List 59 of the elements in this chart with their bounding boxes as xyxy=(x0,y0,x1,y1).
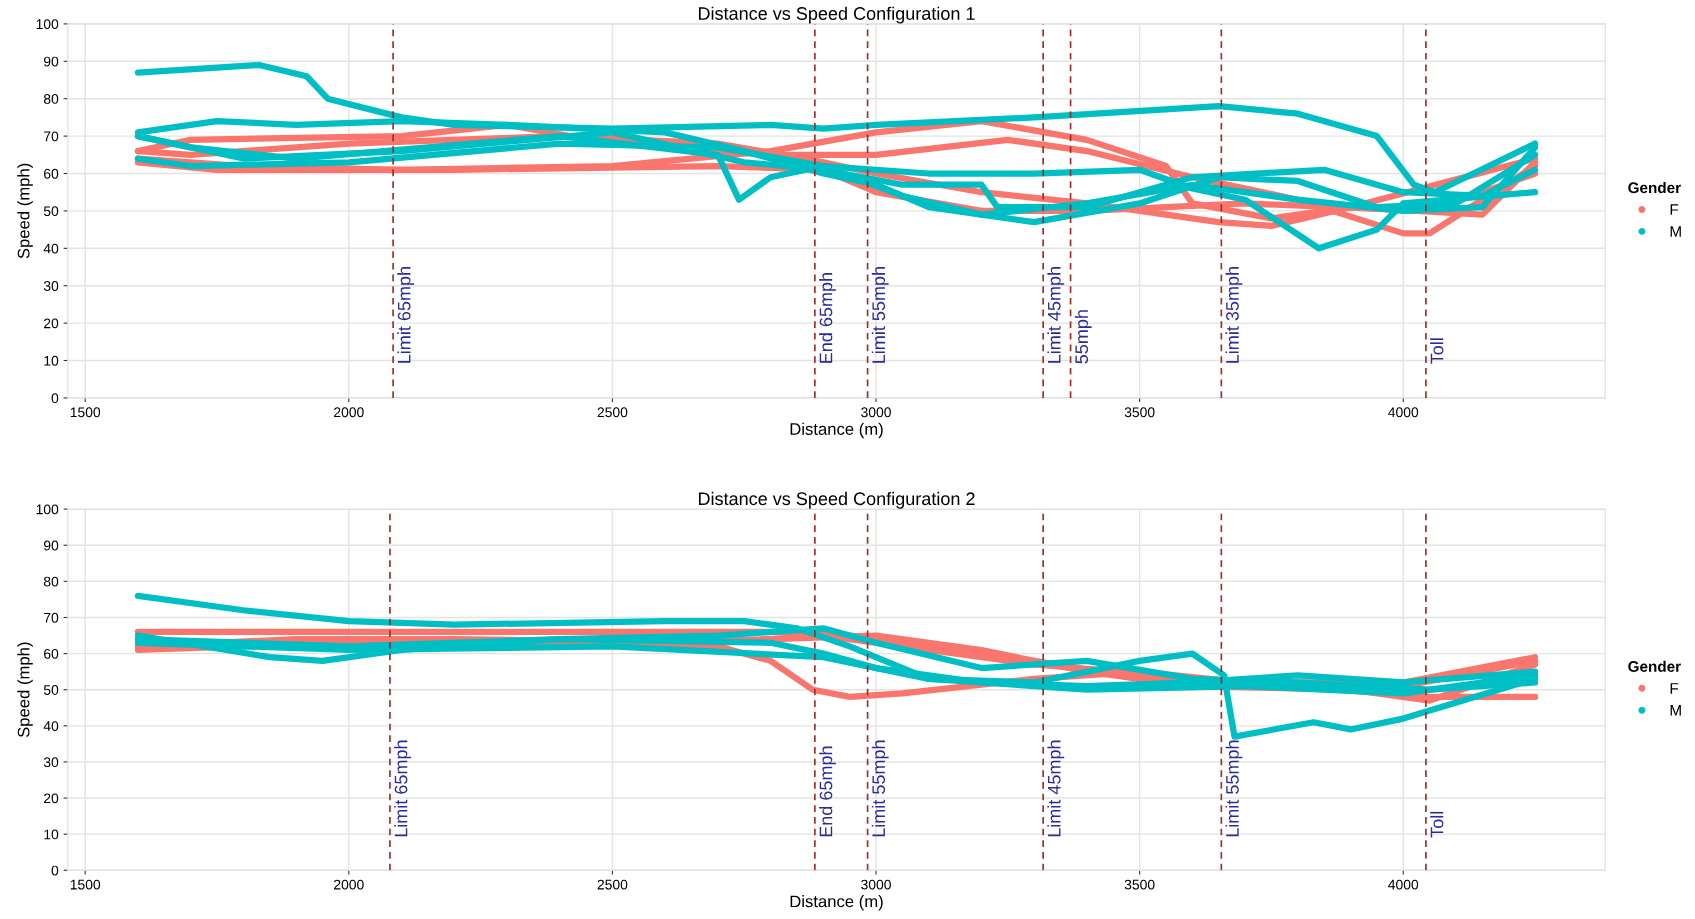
x-tick-label: 4000 xyxy=(1388,879,1419,890)
y-tick-label: 100 xyxy=(36,19,59,30)
y-tick-label: 50 xyxy=(43,206,59,217)
x-tick-label: 2500 xyxy=(597,407,628,418)
y-tick-label: 30 xyxy=(43,281,59,291)
x-axis-title: Distance (m) xyxy=(790,895,883,911)
legend-label: F xyxy=(1670,204,1679,215)
ref-line-label: Limit 55mph xyxy=(871,267,889,363)
ref-line-label: Limit 45mph xyxy=(1047,267,1065,363)
y-tick-label: 80 xyxy=(43,94,59,104)
x-tick-label: 3000 xyxy=(861,879,891,890)
x-tick-label: 1500 xyxy=(70,879,101,890)
x-tick-label: 4000 xyxy=(1388,407,1419,418)
y-tick-label: 70 xyxy=(44,612,59,623)
ref-line-label: Limit 55mph xyxy=(871,740,889,837)
x-tick-label: 2500 xyxy=(597,879,628,890)
legend-label: M xyxy=(1670,226,1681,237)
x-tick-label: 2000 xyxy=(334,879,364,890)
y-tick-label: 20 xyxy=(44,793,59,804)
legend-title: Gender xyxy=(1628,181,1681,194)
x-tick-label: 3000 xyxy=(861,407,891,418)
y-tick-label: 0 xyxy=(51,865,59,876)
chart-title: Distance vs Speed Configuration 1 xyxy=(698,6,975,24)
ref-line-label: End 65mph xyxy=(819,746,836,837)
ref-line-label: Toll xyxy=(1430,338,1444,364)
y-axis-title: Speed (mph) xyxy=(17,163,33,259)
y-tick-label: 50 xyxy=(43,685,59,695)
y-tick-label: 40 xyxy=(43,243,59,254)
ref-line-label: Limit 65mph xyxy=(397,267,415,363)
legend-label: M xyxy=(1670,705,1681,716)
y-tick-label: 10 xyxy=(44,355,59,366)
ref-line-label: Limit 35mph xyxy=(1225,267,1243,363)
ref-line-label: Limit 65mph xyxy=(394,740,411,837)
y-tick-label: 0 xyxy=(51,393,59,404)
y-tick-label: 80 xyxy=(43,576,59,587)
x-tick-label: 2000 xyxy=(334,407,364,418)
x-tick-label: 3500 xyxy=(1124,407,1155,418)
legend-title: Gender xyxy=(1628,660,1681,672)
y-tick-label: 60 xyxy=(44,168,59,179)
y-tick-label: 40 xyxy=(43,721,59,731)
y-tick-label: 100 xyxy=(36,504,59,515)
y-tick-label: 60 xyxy=(44,648,59,659)
chart-title: Distance vs Speed Configuration 2 xyxy=(698,491,975,509)
x-tick-label: 1500 xyxy=(70,407,101,418)
y-tick-label: 20 xyxy=(44,318,59,329)
y-tick-label: 10 xyxy=(44,829,59,840)
y-tick-label: 30 xyxy=(43,757,59,768)
ref-line-label: End 65mph xyxy=(819,273,836,363)
ref-line-label: Limit 45mph xyxy=(1047,740,1065,837)
x-tick-label: 3500 xyxy=(1124,879,1155,890)
ref-line-label: Limit 55mph xyxy=(1225,740,1243,837)
y-axis-title: Speed (mph) xyxy=(17,642,33,738)
ref-line-label: Toll xyxy=(1430,811,1444,838)
y-tick-label: 70 xyxy=(44,131,59,142)
legend-label: F xyxy=(1670,683,1679,694)
ref-line-label: 55mph xyxy=(1074,310,1092,364)
x-axis-title: Distance (m) xyxy=(790,422,883,439)
y-tick-label: 90 xyxy=(43,540,59,551)
y-tick-label: 90 xyxy=(43,56,59,67)
